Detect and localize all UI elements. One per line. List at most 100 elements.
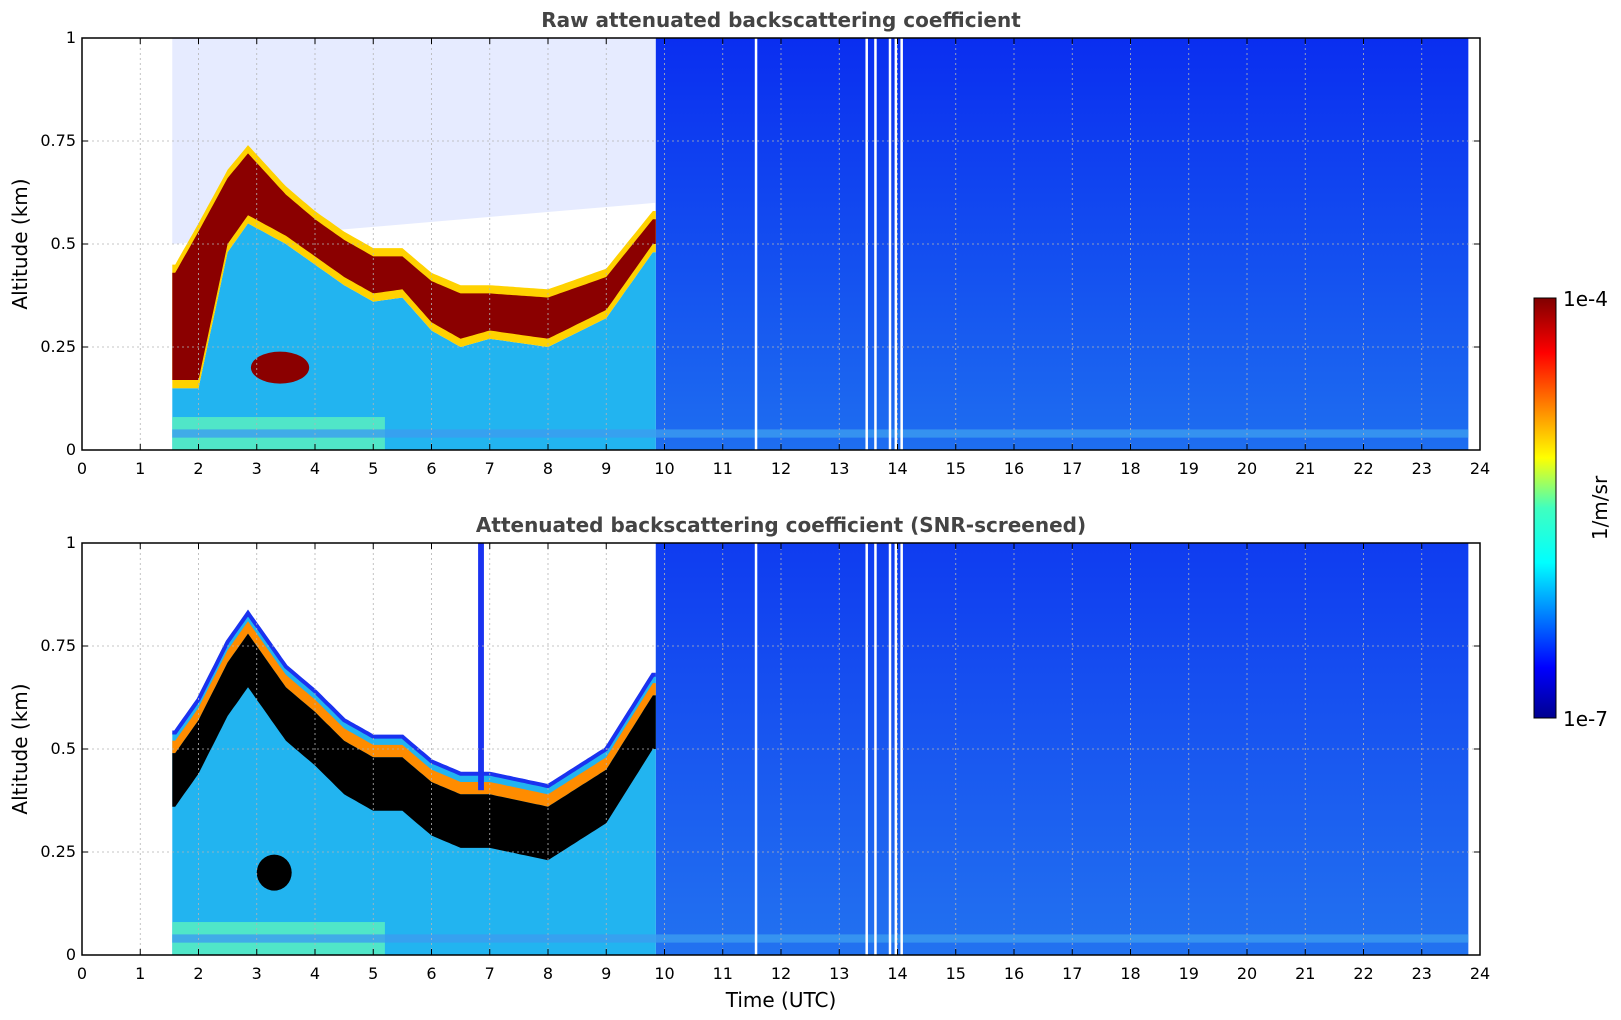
x-axis-label: Time (UTC): [725, 988, 837, 1012]
colorbar-min-label: 1e-7: [1563, 707, 1608, 731]
x-tick-label: 22: [1353, 459, 1373, 478]
low-aerosol-feature: [256, 854, 292, 891]
x-tick-label: 6: [426, 964, 436, 983]
x-tick-label: 8: [543, 964, 553, 983]
x-tick-label: 12: [771, 459, 791, 478]
x-tick-label: 11: [713, 964, 733, 983]
x-tick-label: 2: [193, 459, 203, 478]
y-tick-label: 0.5: [51, 739, 76, 758]
x-tick-label: 8: [543, 459, 553, 478]
y-tick-label: 0.75: [40, 636, 76, 655]
y-tick-label: 0.25: [40, 842, 76, 861]
data-gap: [900, 38, 903, 450]
plume-streak: [478, 543, 484, 791]
x-tick-label: 10: [654, 459, 674, 478]
x-tick-label: 14: [887, 964, 907, 983]
x-tick-label: 16: [1004, 459, 1024, 478]
low-aerosol-feature: [250, 351, 310, 384]
x-axis: 0 1 2 3 4 5 6 7 8 9 10 11 12 13 14 15 16 17 18 19 20 21 22 23 24: [77, 38, 1490, 478]
y-axis: 0 0.25 0.5 0.75 1: [40, 533, 1480, 964]
colorbar-scale: [1533, 297, 1557, 719]
x-tick-label: 3: [252, 964, 262, 983]
x-tick-label: 20: [1237, 459, 1257, 478]
x-tick-label: 2: [193, 964, 203, 983]
x-tick-label: 0: [77, 459, 87, 478]
y-tick-label: 1: [66, 533, 76, 552]
y-tick-label: 1: [66, 28, 76, 47]
colorbar: 1e-4 1e-7 1/m/sr: [1533, 287, 1612, 731]
aerosol-layer: [172, 223, 656, 450]
x-tick-label: 4: [310, 964, 320, 983]
x-tick-label: 9: [601, 459, 611, 478]
near-surface-band: [172, 934, 1469, 943]
y-tick-label: 0: [66, 440, 76, 459]
x-tick-label: 18: [1120, 964, 1140, 983]
noise-region: [172, 38, 656, 244]
x-tick-label: 1: [135, 459, 145, 478]
y-tick-label: 0.75: [40, 131, 76, 150]
data-gap: [888, 543, 892, 955]
x-tick-label: 13: [829, 964, 849, 983]
cloud-layer: [172, 153, 656, 380]
data-gap: [874, 543, 877, 955]
x-tick-label: 1: [135, 964, 145, 983]
colorbar-max-label: 1e-4: [1563, 287, 1608, 311]
x-tick-label: 7: [485, 964, 495, 983]
data-gap: [874, 38, 877, 450]
raw-backscatter-panel: Raw attenuated backscattering coefficien…: [8, 8, 1490, 478]
x-tick-label: 20: [1237, 964, 1257, 983]
grid-lines: [82, 38, 1480, 450]
x-tick-label: 23: [1412, 459, 1432, 478]
x-tick-label: 7: [485, 459, 495, 478]
x-tick-label: 10: [654, 964, 674, 983]
x-tick-label: 18: [1120, 459, 1140, 478]
y-tick-label: 0.25: [40, 337, 76, 356]
x-tick-label: 5: [368, 964, 378, 983]
x-tick-label: 6: [426, 459, 436, 478]
x-tick-label: 16: [1004, 964, 1024, 983]
x-tick-label: 23: [1412, 964, 1432, 983]
x-tick-label: 4: [310, 459, 320, 478]
x-tick-label: 17: [1062, 964, 1082, 983]
x-tick-label: 12: [771, 964, 791, 983]
x-axis: 0 1 2 3 4 5 6 7 8 9 10 11 12 13 14 15 16 17 18 19 20 21 22 23 24: [77, 543, 1490, 983]
data-gap: [754, 543, 758, 955]
saturated-layer: [172, 633, 656, 861]
near-surface-band: [172, 429, 1469, 438]
x-tick-label: 19: [1179, 459, 1199, 478]
panel-title: Attenuated backscattering coefficient (S…: [476, 513, 1086, 537]
data-gap: [865, 38, 868, 450]
x-tick-label: 15: [946, 459, 966, 478]
x-tick-label: 3: [252, 459, 262, 478]
x-tick-label: 11: [713, 459, 733, 478]
screened-top-edge: [172, 609, 656, 789]
x-tick-label: 13: [829, 459, 849, 478]
x-tick-label: 5: [368, 459, 378, 478]
x-tick-label: 22: [1353, 964, 1373, 983]
y-axis: 0 0.25 0.5 0.75 1: [40, 28, 1480, 459]
data-gap: [888, 38, 892, 450]
screened-backscatter-panel: Attenuated backscattering coefficient (S…: [8, 513, 1490, 1012]
x-tick-label: 0: [77, 964, 87, 983]
x-tick-label: 17: [1062, 459, 1082, 478]
x-tick-label: 15: [946, 964, 966, 983]
y-axis-label: Altitude (km): [8, 683, 32, 814]
x-tick-label: 19: [1179, 964, 1199, 983]
data-gap: [900, 543, 903, 955]
x-tick-label: 24: [1470, 459, 1490, 478]
data-gap: [754, 38, 758, 450]
grid-lines: [82, 543, 1480, 955]
data-gap: [894, 38, 898, 450]
x-tick-label: 9: [601, 964, 611, 983]
y-tick-label: 0: [66, 945, 76, 964]
x-tick-label: 21: [1295, 964, 1315, 983]
panel-title: Raw attenuated backscattering coefficien…: [541, 8, 1021, 32]
x-tick-label: 14: [887, 459, 907, 478]
x-tick-label: 21: [1295, 459, 1315, 478]
y-tick-label: 0.5: [51, 234, 76, 253]
colorbar-unit-label: 1/m/sr: [1588, 475, 1612, 540]
y-axis-label: Altitude (km): [8, 178, 32, 309]
data-gap: [894, 543, 898, 955]
data-gap: [865, 543, 868, 955]
